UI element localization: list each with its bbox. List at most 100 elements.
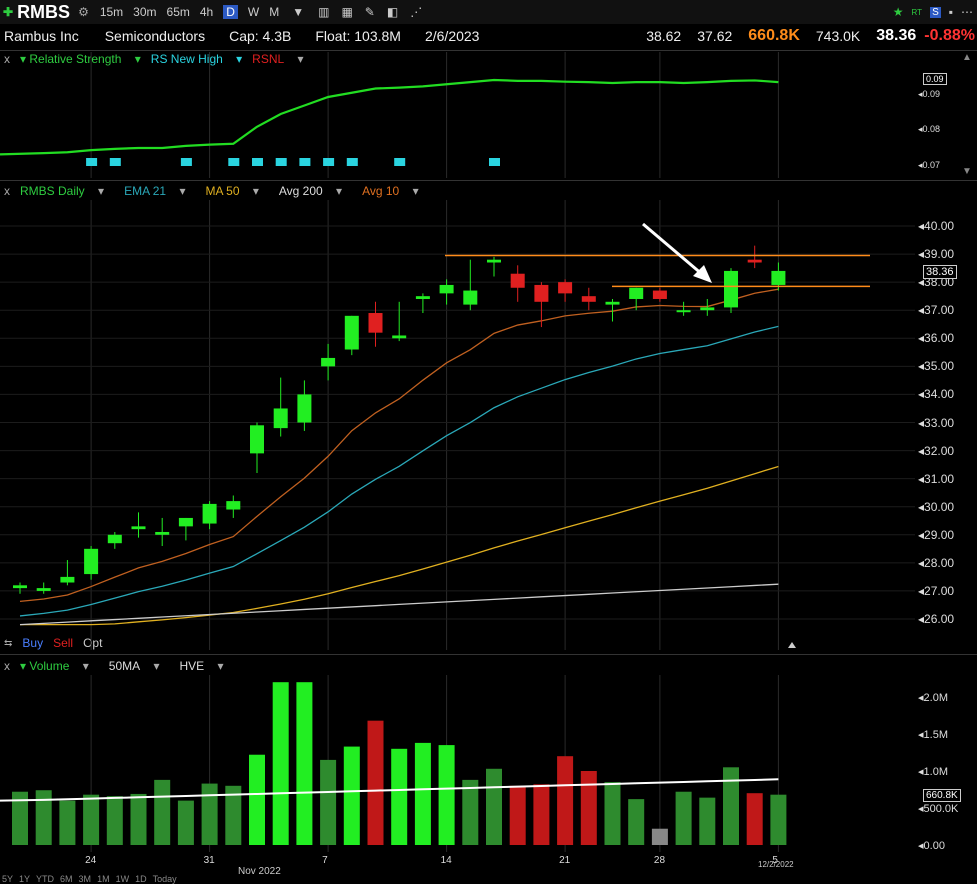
timeframe-d[interactable]: D [223, 5, 238, 19]
last-price: 38.36 [876, 27, 917, 44]
timeframe-w[interactable]: W [247, 5, 260, 19]
timeframe-30m[interactable]: 30m [133, 5, 157, 19]
volume-current-tag: 660.8K [923, 789, 961, 802]
timeframe-4h[interactable]: 4h [199, 5, 214, 19]
price-tick-label: ◂40.00 [918, 219, 955, 233]
avg200-line [19, 583, 779, 626]
volume-close-icon[interactable]: x [4, 659, 10, 673]
high-value: 38.62 [646, 28, 682, 44]
timeframe-65m[interactable]: 65m [166, 5, 190, 19]
volume-bar [414, 742, 431, 845]
opt-button[interactable]: Opt [83, 636, 103, 650]
ma50-line [20, 465, 779, 626]
low-value: 37.62 [697, 28, 733, 44]
rs-legend-rs-new-high[interactable]: RS New High ▾ [150, 52, 243, 66]
range-5y[interactable]: 5Y [2, 874, 14, 884]
candle-body [273, 408, 288, 429]
legend-avg10[interactable]: Avg 10 ▾ [362, 184, 419, 198]
rs-close-icon[interactable]: x [4, 52, 10, 66]
price-tick-label: ◂36.00 [918, 331, 955, 346]
volume-bar [533, 784, 550, 845]
legend-avg200[interactable]: Avg 200 ▾ [278, 184, 343, 198]
candle-body [250, 425, 264, 454]
candle-body [415, 296, 430, 299]
candle-body [771, 270, 786, 285]
price-tick-label: ◂39.00 [918, 247, 955, 262]
more-icon[interactable]: ⋯ [961, 5, 973, 19]
range-3m[interactable]: 3M [78, 874, 92, 884]
candle-body [392, 335, 407, 339]
chart-type-icon[interactable]: ▥ [318, 5, 330, 19]
legend-ema21[interactable]: EMA 21 ▾ [124, 184, 186, 198]
legend-hve[interactable]: HVE ▾ [179, 659, 224, 673]
share-icon[interactable]: ⋰ [410, 5, 423, 19]
volume-legend: x ▾ Volume ▾ 50MA ▾ HVE ▾ [4, 659, 244, 673]
timeframe-dropdown-icon[interactable]: ▼ [292, 5, 305, 19]
buy-button[interactable]: Buy [22, 636, 44, 650]
candle-body [629, 287, 644, 299]
legend-rmbs-daily[interactable]: RMBS Daily ▾ [20, 184, 105, 198]
date-tick-label: 24 [85, 855, 97, 866]
legend-volume[interactable]: ▾ Volume ▾ [20, 659, 89, 673]
timeframe-15m[interactable]: 15m [99, 5, 124, 19]
candle-body [534, 284, 549, 302]
range-today[interactable]: Today [152, 874, 177, 884]
candle-body [13, 585, 27, 589]
range-ytd[interactable]: YTD [36, 874, 55, 884]
settings-icon[interactable]: ⚙ [78, 5, 89, 19]
price-tick-label: ◂34.00 [918, 387, 955, 402]
date-tick-label: 7 [322, 855, 328, 866]
range-1m[interactable]: 1M [97, 874, 110, 884]
date-label: 2/6/2023 [424, 28, 480, 44]
rs-scroll-down-icon[interactable]: ▼ [962, 166, 972, 177]
month-label: Nov 2022 [238, 866, 281, 877]
rs-scroll-up-icon[interactable]: ▲ [962, 52, 972, 63]
candle-body [202, 503, 217, 524]
rt-icon[interactable]: RT [911, 7, 923, 17]
rs-new-high-marker [109, 158, 121, 166]
volume-bar [746, 793, 763, 845]
symbol-label[interactable]: RMBS [17, 1, 71, 22]
price-tick-label: ◂26.00 [918, 612, 955, 626]
candle-body [107, 534, 122, 544]
candle-body [652, 290, 667, 299]
timeframe-m[interactable]: M [269, 5, 280, 19]
candle-body [439, 284, 454, 294]
price-tick-label: ◂37.00 [918, 303, 955, 318]
template-icon[interactable]: ◧ [386, 5, 399, 19]
draw-pencil-icon[interactable]: ✎ [364, 5, 375, 19]
legend-50ma[interactable]: 50MA ▾ [108, 659, 160, 673]
date-tick-label: 21 [559, 855, 571, 866]
price-tick-label: ◂28.00 [918, 555, 955, 570]
rs-new-high-marker [489, 158, 500, 166]
collapse-triangle-icon[interactable] [788, 642, 796, 648]
candle-body [747, 259, 762, 263]
volume-bar [12, 791, 28, 845]
sell-button[interactable]: Sell [53, 636, 74, 650]
rs-legend-relative-strength[interactable]: ▾ Relative Strength ▾ [20, 52, 141, 66]
volume-bar [391, 748, 408, 845]
range-1w[interactable]: 1W [115, 874, 130, 884]
float-label: Float: 103.8M [315, 28, 401, 44]
flip-icon[interactable]: ⇆ [4, 637, 13, 649]
s-icon[interactable]: S [930, 6, 941, 18]
range-1y[interactable]: 1Y [19, 874, 31, 884]
range-6m[interactable]: 6M [60, 874, 73, 884]
volume-bar [320, 759, 337, 845]
volume-bar [367, 720, 384, 845]
star-icon[interactable]: ★ [892, 5, 904, 19]
volume-bar [154, 779, 171, 845]
info-bar: Rambus Inc Semiconductors Cap: 4.3B Floa… [0, 24, 977, 48]
add-symbol-icon[interactable]: ✚ [3, 5, 14, 19]
calendar-icon[interactable]: ▦ [341, 5, 353, 19]
candle-body [321, 357, 336, 367]
save-icon[interactable]: ▪ [948, 5, 953, 19]
legend-ma50[interactable]: MA 50 ▾ [205, 184, 259, 198]
range-bar: 5Y 1Y YTD 6M 3M 1M 1W 1D Today [2, 874, 177, 884]
range-1d[interactable]: 1D [135, 874, 147, 884]
rs-legend-rsnl[interactable]: RSNL ▾ [252, 52, 304, 66]
price-close-icon[interactable]: x [4, 184, 10, 198]
date-tick-label: 5 [772, 855, 778, 866]
price-tick-label: ◂29.00 [918, 527, 955, 542]
